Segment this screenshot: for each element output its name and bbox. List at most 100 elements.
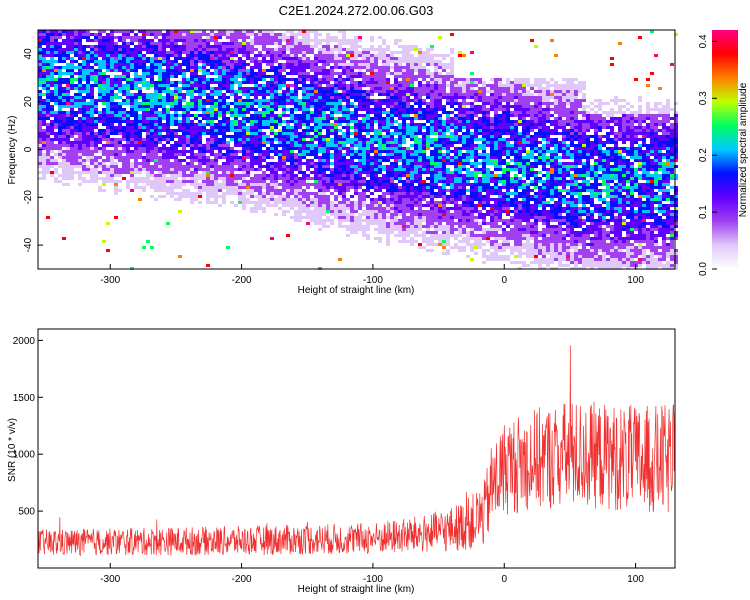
- heatmap-cell: [314, 66, 318, 69]
- heatmap-cell: [286, 144, 290, 147]
- heatmap-cell: [114, 108, 118, 111]
- heatmap-cell: [106, 33, 110, 36]
- heatmap-cell: [66, 141, 70, 144]
- heatmap-cell: [270, 120, 274, 123]
- heatmap-cell: [306, 195, 310, 198]
- heatmap-cell: [354, 228, 358, 231]
- heatmap-cell: [98, 36, 102, 39]
- heatmap-cell: [386, 78, 390, 81]
- heatmap-cell: [218, 51, 222, 54]
- heatmap-cell: [282, 150, 286, 153]
- heatmap-cell: [386, 207, 390, 210]
- heatmap-cell: [218, 141, 222, 144]
- heatmap-cell: [334, 120, 338, 123]
- heatmap-cell: [338, 159, 342, 162]
- heatmap-cell: [382, 150, 386, 153]
- heatmap-cell: [222, 45, 226, 48]
- heatmap-cell: [190, 72, 194, 75]
- heatmap-cell: [390, 51, 394, 54]
- heatmap-cell: [70, 165, 74, 168]
- heatmap-cell: [426, 132, 430, 135]
- heatmap-cell: [330, 183, 334, 186]
- heatmap-cell: [254, 39, 258, 42]
- heatmap-cell: [158, 75, 162, 78]
- heatmap-cell: [306, 159, 310, 162]
- heatmap-cell: [302, 177, 306, 180]
- heatmap-cell: [394, 99, 398, 102]
- heatmap-cell: [162, 135, 166, 138]
- heatmap-cell: [318, 150, 322, 153]
- heatmap-cell: [194, 45, 198, 48]
- heatmap-cell: [382, 87, 386, 90]
- heatmap-cell: [38, 45, 42, 48]
- heatmap-cell: [66, 72, 70, 75]
- heatmap-cell: [302, 63, 306, 66]
- heatmap-cell: [402, 228, 406, 231]
- heatmap-cell: [126, 30, 130, 33]
- heatmap-cell: [146, 117, 150, 120]
- heatmap-cell: [406, 150, 410, 153]
- heatmap-cell: [298, 33, 302, 36]
- heatmap-cell: [310, 75, 314, 78]
- heatmap-cell: [298, 57, 302, 60]
- heatmap-cell: [350, 75, 354, 78]
- heatmap-cell: [190, 162, 194, 165]
- heatmap-cell: [258, 78, 262, 81]
- heatmap-cell: [366, 129, 370, 132]
- heatmap-cell: [358, 222, 362, 225]
- heatmap-cell: [242, 150, 246, 153]
- heatmap-cell: [206, 177, 210, 180]
- heatmap-cell: [154, 114, 158, 117]
- heatmap-cell: [354, 117, 358, 120]
- heatmap-cell: [166, 156, 170, 159]
- heatmap-cell: [170, 105, 174, 108]
- heatmap-cell: [210, 114, 214, 117]
- heatmap-cell: [222, 180, 226, 183]
- heatmap-cell: [206, 198, 210, 201]
- heatmap-cell: [378, 198, 382, 201]
- heatmap-cell: [142, 111, 146, 114]
- heatmap-cell: [202, 93, 206, 96]
- heatmap-cell: [186, 81, 190, 84]
- heatmap-cell: [270, 108, 274, 111]
- heatmap-cell: [366, 57, 370, 60]
- heatmap-cell: [402, 75, 406, 78]
- heatmap-cell: [410, 240, 414, 243]
- heatmap-cell: [90, 174, 94, 177]
- heatmap-cell: [134, 144, 138, 147]
- heatmap-cell: [178, 150, 182, 153]
- heatmap-cell: [66, 84, 70, 87]
- heatmap-cell: [294, 51, 298, 54]
- heatmap-cell: [330, 186, 334, 189]
- heatmap-cell: [98, 114, 102, 117]
- heatmap-cell: [322, 90, 326, 93]
- heatmap-cell: [154, 189, 158, 192]
- heatmap-cell: [290, 144, 294, 147]
- heatmap-cell: [170, 180, 174, 183]
- heatmap-cell: [414, 147, 418, 150]
- heatmap-cell: [378, 123, 382, 126]
- heatmap-cell: [410, 207, 414, 210]
- heatmap-cell: [230, 54, 234, 57]
- heatmap-cell: [366, 75, 370, 78]
- heatmap-cell: [366, 174, 370, 177]
- heatmap-cell: [394, 66, 398, 69]
- heatmap-cell: [362, 105, 366, 108]
- heatmap-cell: [194, 123, 198, 126]
- heatmap-cell: [42, 159, 46, 162]
- heatmap-cell: [258, 30, 262, 33]
- heatmap-cell: [414, 180, 418, 183]
- heatmap-cell: [342, 48, 346, 51]
- heatmap-cell: [122, 150, 126, 153]
- heatmap-cell: [86, 90, 90, 93]
- heatmap-cell: [158, 30, 162, 33]
- heatmap-cell: [230, 180, 234, 183]
- heatmap-cell: [242, 156, 246, 159]
- heatmap-cell: [270, 165, 274, 168]
- heatmap-cell: [202, 189, 206, 192]
- heatmap-cell: [206, 108, 210, 111]
- heatmap-cell: [126, 78, 130, 81]
- heatmap-cell: [382, 216, 386, 219]
- heatmap-cell: [350, 141, 354, 144]
- heatmap-cell: [58, 60, 62, 63]
